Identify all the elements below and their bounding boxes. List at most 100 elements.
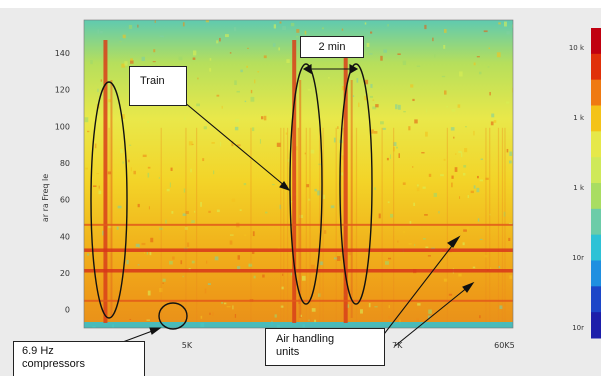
- spectrogram-horizontal-bands: [84, 223, 513, 302]
- noise-speck: [244, 234, 247, 236]
- faint-streak: [446, 127, 448, 328]
- compressor-ellipse: [158, 302, 188, 330]
- noise-speck: [153, 49, 156, 53]
- noise-speck: [128, 159, 130, 163]
- faint-streak: [108, 127, 110, 328]
- y-tick-label: 100: [55, 122, 70, 131]
- noise-speck: [290, 22, 295, 27]
- noise-speck: [121, 63, 126, 68]
- train-callout: Train: [129, 66, 187, 106]
- faint-streak: [322, 127, 324, 328]
- faint-streak: [185, 127, 187, 328]
- faint-streak: [250, 127, 252, 328]
- noise-speck: [509, 275, 513, 279]
- noise-speck: [485, 177, 489, 180]
- colorbar-segment: [591, 312, 601, 339]
- noise-speck: [169, 260, 173, 265]
- y-tick-label: 120: [55, 86, 70, 95]
- noise-speck: [443, 158, 446, 161]
- noise-speck: [90, 250, 92, 255]
- noise-speck: [262, 274, 265, 278]
- noise-speck: [412, 98, 415, 102]
- noise-speck: [506, 31, 510, 35]
- noise-speck: [304, 152, 306, 155]
- vertical-event-shadow: [110, 80, 113, 318]
- noise-speck: [479, 315, 481, 319]
- noise-speck: [505, 101, 510, 104]
- noise-speck: [352, 95, 355, 97]
- noise-speck: [282, 273, 284, 276]
- noise-speck: [341, 155, 345, 161]
- noise-speck: [141, 56, 145, 61]
- noise-speck: [333, 137, 336, 143]
- horizontal-band: [84, 299, 513, 302]
- y-tick-labels: 0 20 40 60 80 100 120 140: [55, 49, 70, 315]
- faint-streak: [286, 127, 289, 328]
- noise-speck: [479, 238, 483, 241]
- noise-speck: [323, 230, 327, 234]
- noise-speck: [286, 59, 290, 64]
- air-handling-callout: Air handling units: [265, 328, 385, 366]
- noise-speck: [102, 230, 105, 236]
- noise-speck: [395, 146, 398, 149]
- noise-speck: [220, 141, 222, 147]
- noise-speck: [374, 187, 376, 190]
- noise-speck: [383, 49, 387, 53]
- noise-speck: [368, 303, 371, 308]
- noise-speck: [453, 136, 455, 139]
- colorbar-label: 10r: [572, 254, 584, 262]
- colorbar-segment: [591, 53, 601, 81]
- noise-speck: [425, 131, 428, 137]
- noise-speck: [263, 115, 267, 121]
- noise-speck: [334, 257, 338, 260]
- noise-speck: [207, 283, 211, 286]
- noise-speck: [119, 41, 122, 43]
- noise-speck: [223, 302, 227, 305]
- x-tick-labels: 5K 7K 60K5: [182, 341, 515, 350]
- noise-speck: [244, 100, 247, 103]
- noise-speck: [236, 144, 241, 147]
- noise-speck: [304, 30, 307, 35]
- noise-speck: [221, 105, 223, 109]
- noise-speck: [450, 127, 455, 131]
- noise-speck: [432, 37, 434, 42]
- y-tick-label: 0: [65, 306, 70, 315]
- noise-speck: [128, 144, 132, 146]
- y-tick-label: 140: [55, 49, 70, 58]
- noise-speck: [200, 315, 203, 319]
- noise-speck: [307, 88, 312, 91]
- colorbar-segment: [591, 131, 601, 158]
- noise-speck: [360, 309, 363, 314]
- noise-speck: [209, 58, 212, 61]
- noise-speck: [416, 65, 421, 67]
- noise-speck: [508, 160, 512, 164]
- noise-speck: [97, 88, 99, 93]
- noise-speck: [463, 229, 467, 232]
- noise-speck: [204, 288, 207, 294]
- noise-speck: [260, 116, 264, 120]
- noise-speck: [231, 198, 236, 202]
- noise-speck: [296, 29, 300, 33]
- noise-speck: [489, 91, 491, 96]
- noise-speck: [182, 275, 184, 278]
- noise-speck: [455, 153, 457, 156]
- noise-speck: [388, 305, 390, 309]
- noise-speck: [493, 120, 497, 123]
- noise-speck: [234, 126, 239, 131]
- faint-streak: [355, 127, 358, 328]
- noise-speck: [389, 154, 391, 159]
- compressor-arrowhead: [149, 327, 162, 335]
- noise-speck: [364, 22, 367, 25]
- air-arrow-1-head: [447, 235, 461, 248]
- faint-streak: [381, 127, 383, 328]
- noise-speck: [508, 222, 512, 225]
- air-arrow-1: [380, 241, 456, 339]
- noise-speck: [491, 113, 495, 118]
- colorbar-segment: [591, 286, 601, 313]
- noise-speck: [408, 126, 411, 131]
- noise-speck: [387, 257, 392, 260]
- noise-speck: [380, 55, 383, 61]
- noise-speck: [458, 273, 462, 277]
- noise-speck: [366, 42, 370, 47]
- horizontal-band: [84, 248, 513, 252]
